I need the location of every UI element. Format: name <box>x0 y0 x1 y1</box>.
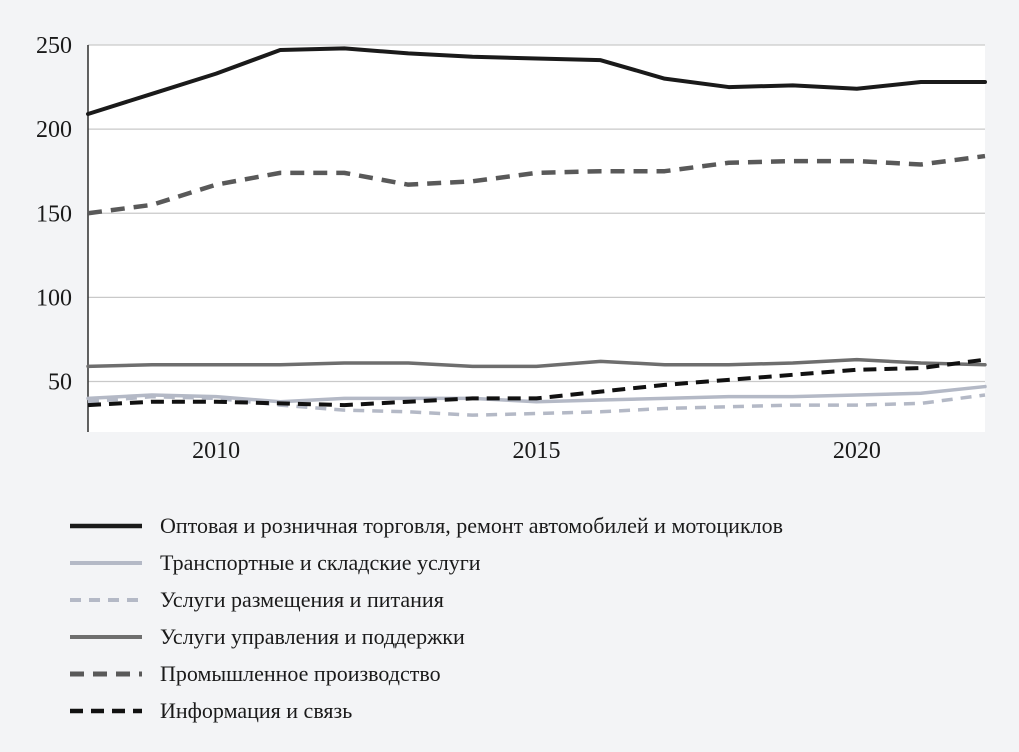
svg-text:250: 250 <box>36 33 72 59</box>
legend-line-sample <box>70 561 142 565</box>
legend-line-sample <box>70 598 142 602</box>
svg-text:200: 200 <box>36 117 72 143</box>
legend-label: Информация и связь <box>160 697 353 723</box>
legend-label: Промышленное производство <box>160 660 441 686</box>
legend-line-sample <box>70 523 142 529</box>
svg-text:50: 50 <box>48 370 72 396</box>
svg-text:100: 100 <box>36 285 72 311</box>
legend-item: Услуги управления и поддержки <box>70 623 783 651</box>
svg-text:2010: 2010 <box>192 438 240 464</box>
legend-item: Информация и связь <box>70 697 783 725</box>
legend-label: Услуги размещения и питания <box>160 586 444 612</box>
legend-item: Оптовая и розничная торговля, ремонт авт… <box>70 512 783 540</box>
line-chart: 50 100 150 200 250 2010 2015 2020 <box>36 33 987 464</box>
svg-text:2020: 2020 <box>833 438 881 464</box>
chart-canvas: 50 100 150 200 250 2010 2015 2020 <box>36 33 987 464</box>
legend-line-sample <box>70 635 142 639</box>
chart-legend: Оптовая и розничная торговля, ремонт авт… <box>70 512 783 725</box>
svg-text:150: 150 <box>36 201 72 227</box>
legend-item: Услуги размещения и питания <box>70 586 783 614</box>
legend-item: Промышленное производство <box>70 660 783 688</box>
legend-line-sample <box>70 671 142 677</box>
legend-label: Транспортные и складские услуги <box>160 549 481 575</box>
svg-text:2015: 2015 <box>513 438 561 464</box>
legend-line-sample <box>70 708 142 714</box>
legend-label: Услуги управления и поддержки <box>160 623 465 649</box>
legend-item: Транспортные и складские услуги <box>70 549 783 577</box>
legend-label: Оптовая и розничная торговля, ремонт авт… <box>160 512 784 538</box>
